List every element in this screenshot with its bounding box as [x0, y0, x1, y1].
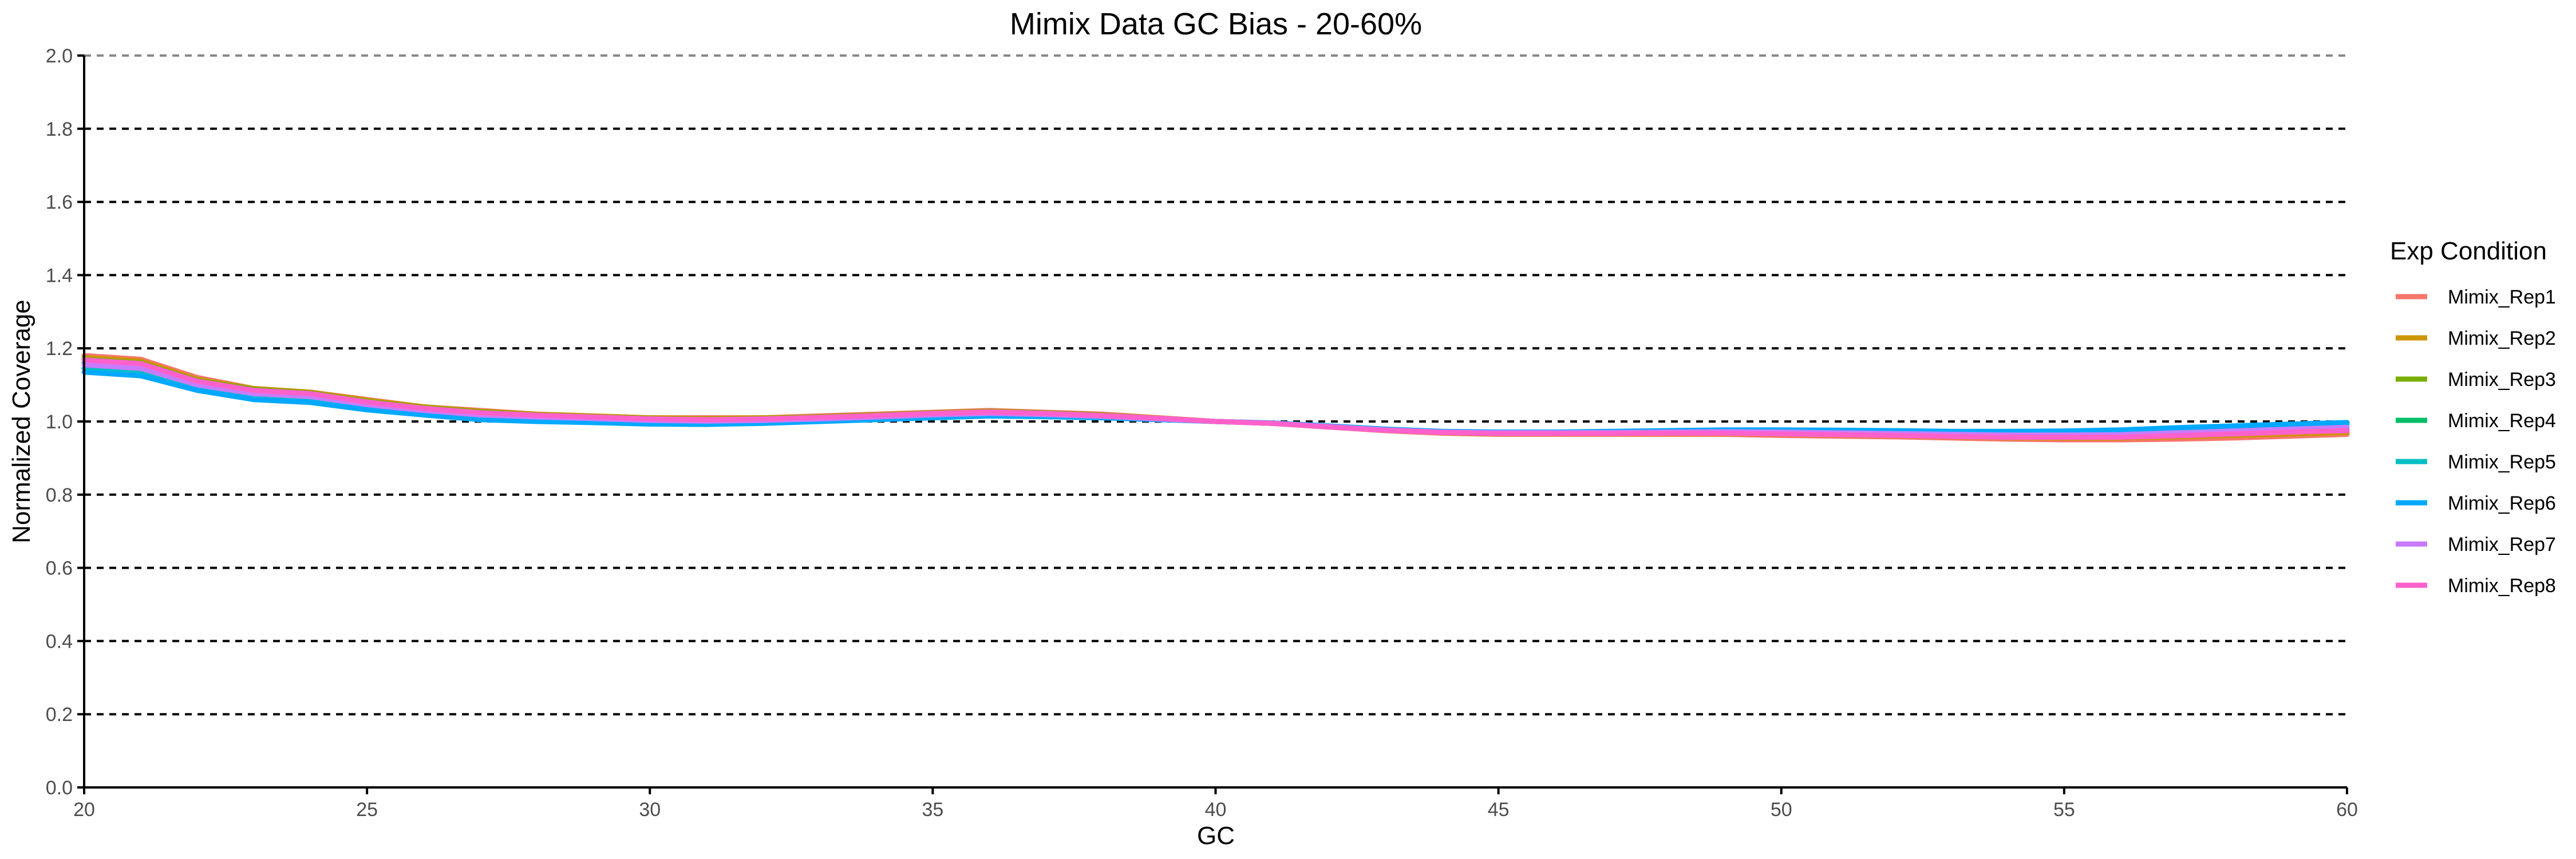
- y-tick-label: 0.2: [46, 704, 73, 726]
- y-tick-label: 1.8: [46, 119, 73, 140]
- x-tick-label: 25: [356, 799, 378, 821]
- gridlines: [84, 54, 2347, 716]
- x-tick-label: 60: [2336, 799, 2358, 821]
- x-axis-title: GC: [1197, 822, 1235, 850]
- legend-title: Exp Condition: [2390, 237, 2547, 265]
- x-tick-label: 55: [2053, 799, 2075, 821]
- x-tick-label: 50: [1771, 799, 1792, 821]
- series-line-mimix-rep8: [81, 357, 2350, 440]
- legend-item: Mimix_Rep1: [2396, 286, 2556, 308]
- y-tick-label: 1.6: [46, 192, 73, 214]
- legend-item: Mimix_Rep2: [2396, 328, 2556, 349]
- y-tick-label: 1.0: [46, 411, 73, 433]
- legend-label: Mimix_Rep4: [2448, 410, 2556, 432]
- legend-label: Mimix_Rep2: [2448, 328, 2556, 349]
- y-tick-label: 0.4: [46, 631, 73, 652]
- x-tick-label: 35: [922, 799, 943, 821]
- legend-label: Mimix_Rep3: [2448, 369, 2556, 391]
- y-tick-label: 2.0: [46, 45, 73, 67]
- y-axis-title: Normalized Coverage: [7, 300, 35, 543]
- series-line-mimix-rep4: [81, 360, 2350, 439]
- legend-label: Mimix_Rep1: [2448, 286, 2556, 308]
- x-tick-label: 40: [1205, 799, 1227, 821]
- legend-items: Mimix_Rep1 Mimix_Rep2 Mimix_Rep3 Mimix_Rep4…: [2396, 286, 2556, 597]
- legend: Exp Condition Mimix_Rep1Mimix_Rep2Mimix_…: [2390, 237, 2556, 597]
- series-line-mimix-rep1: [81, 353, 2350, 443]
- series-lines: [81, 353, 2350, 443]
- y-axis-ticks: 0.0 0.2 0.4 0.6 0.8 1.0 1.2 1.4 1.6 1.8 2.0: [46, 45, 84, 799]
- x-axis-ticks: 20 25 30 35 40 45 50 55 60: [73, 787, 2358, 821]
- legend-label: Mimix_Rep6: [2448, 492, 2556, 514]
- x-tick-label: 45: [1488, 799, 1510, 821]
- legend-label: Mimix_Rep8: [2448, 575, 2556, 597]
- series-line-mimix-rep3: [81, 356, 2350, 440]
- y-tick-label: 1.4: [46, 265, 73, 286]
- y-tick-label: 0.0: [46, 777, 73, 799]
- legend-item: Mimix_Rep3: [2396, 369, 2556, 391]
- series-line-mimix-rep7: [81, 362, 2350, 438]
- series-line-mimix-rep2: [81, 354, 2350, 441]
- y-tick-label: 0.6: [46, 558, 73, 580]
- y-tick-label: 0.8: [46, 484, 73, 506]
- legend-item: Mimix_Rep6: [2396, 492, 2556, 514]
- y-tick-label: 1.2: [46, 338, 73, 360]
- x-tick-label: 30: [639, 799, 661, 821]
- legend-label: Mimix_Rep5: [2448, 451, 2556, 473]
- legend-item: Mimix_Rep4: [2396, 410, 2556, 432]
- x-tick-label: 20: [73, 799, 95, 821]
- legend-label: Mimix_Rep7: [2448, 534, 2556, 555]
- legend-item: Mimix_Rep5: [2396, 451, 2556, 473]
- chart-title: Mimix Data GC Bias - 20-60%: [1010, 7, 1422, 41]
- legend-item: Mimix_Rep7: [2396, 534, 2556, 555]
- legend-item: Mimix_Rep8: [2396, 575, 2556, 597]
